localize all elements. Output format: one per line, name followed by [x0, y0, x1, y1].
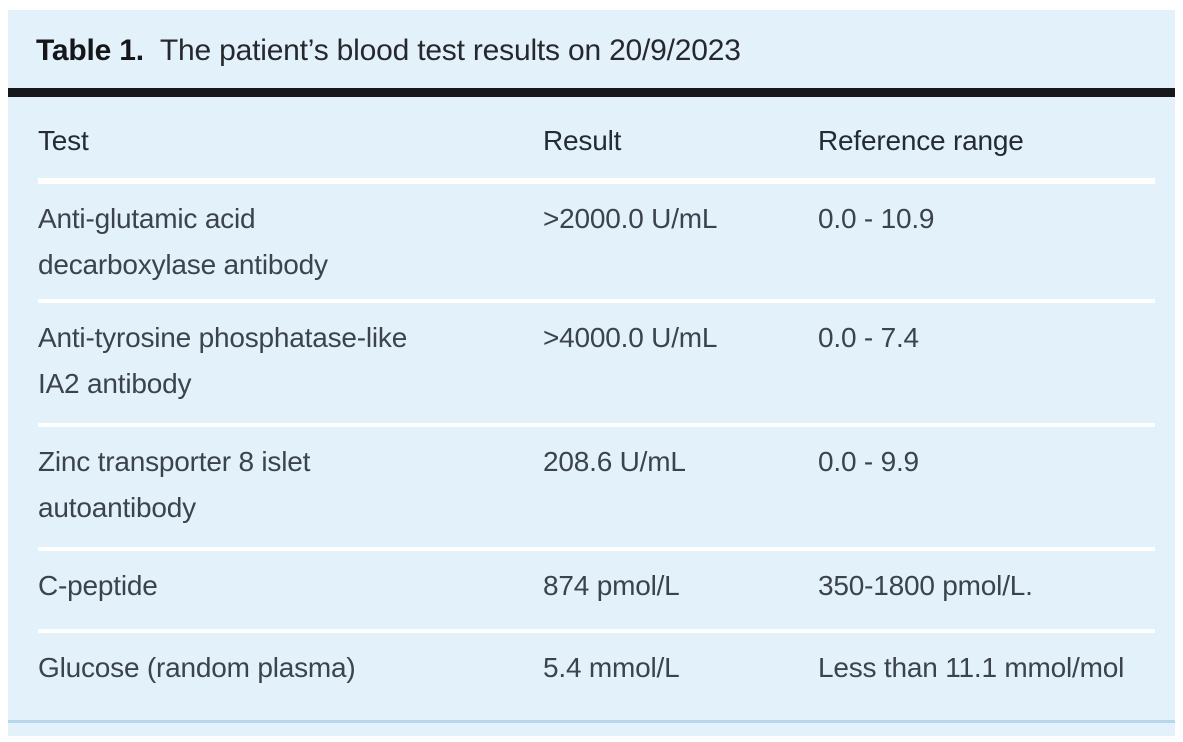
row-separator: [38, 299, 1155, 303]
row-separator: [38, 547, 1155, 551]
result-cell: 5.4 mmol/L: [543, 652, 680, 683]
reference-range-cell: 0.0 - 9.9: [818, 446, 919, 477]
reference-range-cell: 0.0 - 7.4: [818, 322, 919, 353]
test-name-cell: Anti-tyrosine phosphatase-like IA2 antib…: [38, 322, 408, 399]
row-separator: [38, 629, 1155, 633]
table-row: Glucose (random plasma) 5.4 mmol/L Less …: [38, 633, 1155, 720]
test-name-cell: C-peptide: [38, 570, 158, 601]
result-cell: 208.6 U/mL: [543, 446, 686, 477]
test-name-cell: Glucose (random plasma): [38, 652, 356, 683]
column-header-reference-range: Reference range: [818, 124, 1024, 156]
table-title-text: The patient’s blood test results on 20/9…: [159, 34, 741, 67]
table-row: Anti-glutamic acid decarboxylase antibod…: [38, 184, 1155, 299]
table-panel: Table 1. The patient’s blood test results…: [8, 10, 1175, 736]
test-name-cell: Zinc transporter 8 islet autoantibody: [38, 446, 311, 523]
table-header-row: Test Result Reference range: [38, 97, 1155, 178]
header-separator: [38, 178, 1155, 184]
caption-divider-rule: [8, 88, 1175, 97]
column-header-result: Result: [543, 124, 622, 156]
result-cell: >2000.0 U/mL: [543, 203, 718, 234]
table-caption: Table 1. The patient’s blood test results…: [8, 10, 1175, 88]
table-row: Anti-tyrosine phosphatase-like IA2 antib…: [38, 303, 1155, 423]
table-row: Zinc transporter 8 islet autoantibody 20…: [38, 427, 1155, 547]
result-cell: >4000.0 U/mL: [543, 322, 718, 353]
reference-range-cell: 350-1800 pmol/L.: [818, 570, 1033, 601]
table-number-label: Table 1.: [36, 34, 144, 67]
reference-range-cell: Less than 11.1 mmol/mol: [818, 652, 1125, 683]
column-header-test: Test: [38, 124, 89, 156]
results-table: Test Result Reference range Anti-glutami…: [8, 97, 1175, 723]
table-bottom-rule: [8, 720, 1175, 723]
table-row: C-peptide 874 pmol/L 350-1800 pmol/L.: [38, 551, 1155, 629]
result-cell: 874 pmol/L: [543, 570, 680, 601]
reference-range-cell: 0.0 - 10.9: [818, 203, 935, 234]
test-name-cell: Anti-glutamic acid decarboxylase antibod…: [38, 203, 328, 280]
row-separator: [38, 423, 1155, 427]
